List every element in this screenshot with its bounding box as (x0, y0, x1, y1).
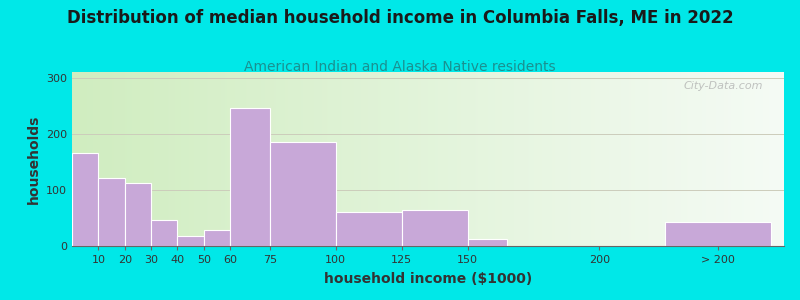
Text: American Indian and Alaska Native residents: American Indian and Alaska Native reside… (244, 60, 556, 74)
Bar (336, 212, 402, 246)
Bar (98, 178, 125, 246)
Bar (178, 236, 204, 246)
Bar (151, 220, 178, 246)
Bar (402, 209, 467, 246)
X-axis label: household income ($1000): household income ($1000) (324, 272, 532, 286)
Bar (125, 183, 151, 246)
Bar (270, 142, 336, 246)
Text: City-Data.com: City-Data.com (683, 81, 762, 91)
Bar (666, 222, 771, 246)
Bar (230, 109, 270, 246)
Text: Distribution of median household income in Columbia Falls, ME in 2022: Distribution of median household income … (66, 9, 734, 27)
Bar (72, 153, 98, 246)
Y-axis label: households: households (26, 114, 41, 204)
Bar (204, 230, 230, 246)
Bar (467, 239, 507, 246)
